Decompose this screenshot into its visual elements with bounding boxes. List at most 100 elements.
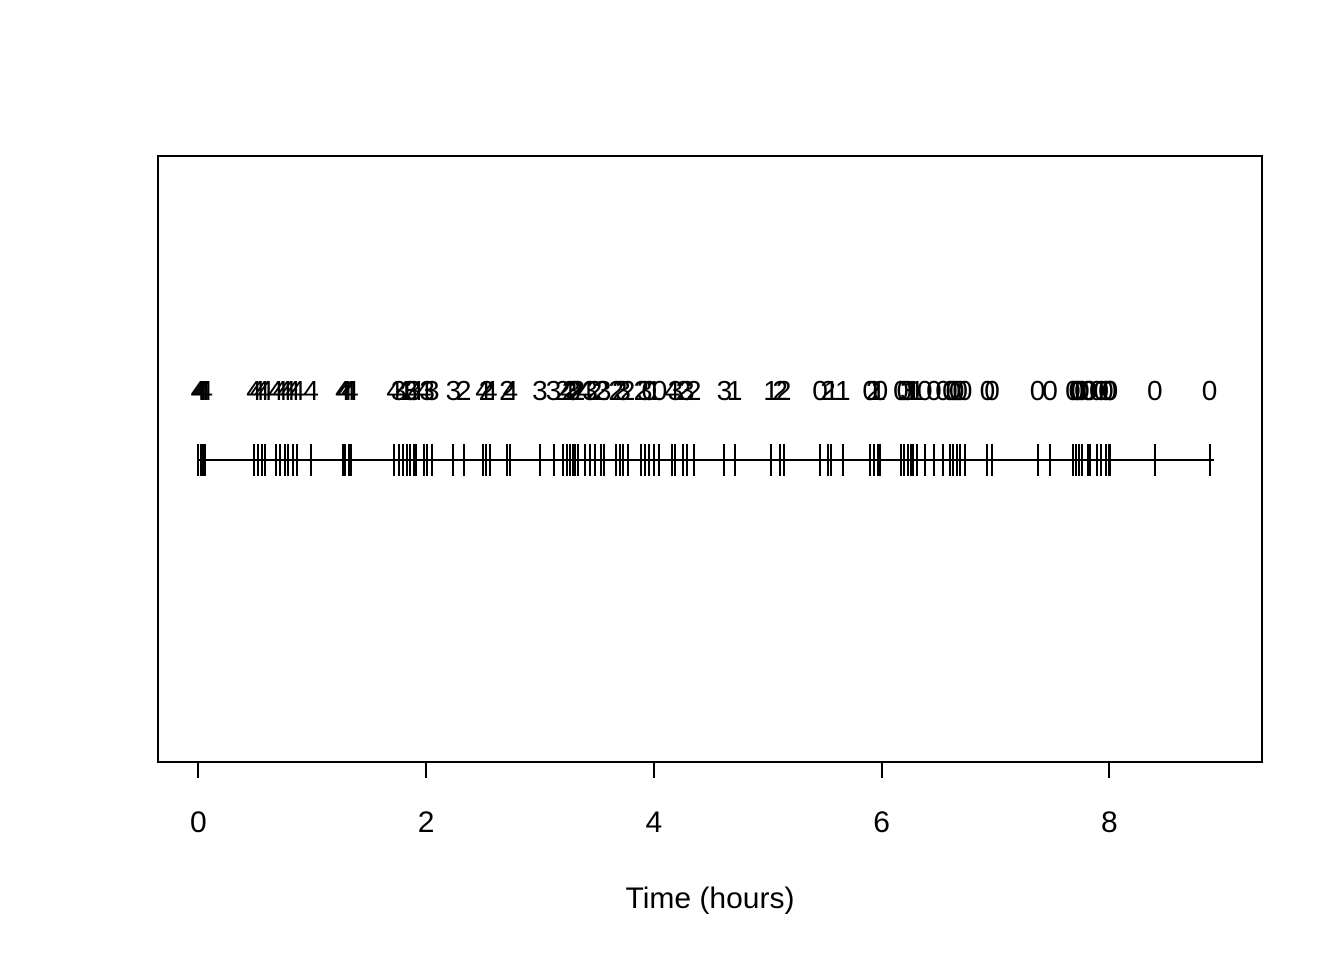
event-label: 4 [559,375,576,406]
event-label: 2 [586,375,603,406]
event-label: 4 [254,375,270,406]
event-label: 3 [679,375,695,406]
x-axis-tick [197,763,200,778]
event-label: 3 [532,375,548,406]
event-label: 0 [1068,375,1085,406]
x-axis-title: Time (hours) [625,882,795,915]
event-label: 4 [408,375,424,406]
event-label: 4 [343,375,359,406]
event-label: 3 [582,375,598,406]
event-label: 4 [197,375,213,406]
event-label: 1 [870,375,886,406]
event-label: 2 [593,375,610,406]
event-label: 3 [545,375,562,406]
event-label: 2 [478,375,495,406]
event-label: 4 [267,375,284,406]
event-label: 0 [926,375,942,406]
event-label: 0 [872,375,889,406]
event-label: 4 [577,375,594,406]
event-label: 2 [865,375,882,406]
event-label: 4 [272,375,289,406]
event-label: 0 [651,375,668,406]
event-label: 4 [395,375,412,406]
event-label: 3 [390,375,407,406]
event-label: 3 [716,375,733,406]
event-label: 4 [277,375,293,406]
event-label: 2 [619,375,636,406]
event-label: 0 [1070,375,1087,406]
event-label: 2 [561,375,578,406]
event-label: 1 [398,375,415,406]
event-label: 4 [249,375,266,406]
event-label: 1 [835,375,851,406]
event-label: 1 [763,375,779,406]
event-label: 0 [1065,375,1081,406]
event-label: 4 [340,375,357,406]
x-axis-tick-label: 2 [417,806,435,839]
event-label: 4 [664,375,680,406]
event-label: 0 [862,375,878,406]
event-label: 1 [909,375,925,406]
event-label: 3 [423,375,440,406]
event-label: 2 [567,375,584,406]
plot-area [157,155,1263,763]
event-label: 0 [812,375,828,406]
event-label: 0 [1098,375,1114,406]
event-label: 0 [984,375,1000,406]
event-label: 2 [554,375,571,406]
event-label: 2 [569,375,586,406]
event-label: 2 [772,375,788,406]
event-label: 2 [608,375,625,406]
event-label: 2 [685,375,702,406]
event-label: 2 [820,375,836,406]
event-label: 4 [192,375,209,406]
event-label: 0 [1147,375,1163,406]
event-label: 4 [257,375,274,406]
x-axis-tick [1108,763,1111,778]
event-label: 0 [942,375,958,406]
event-label: 0 [1074,375,1090,406]
event-label: 4 [415,375,432,406]
event-label: 3 [565,375,581,406]
x-axis-tick-label: 0 [189,806,207,839]
x-axis-tick-label: 8 [1100,806,1118,839]
event-label: 4 [335,375,351,406]
event-label: 0 [893,375,909,406]
event-label: 0 [917,375,933,406]
event-label: 3 [402,375,418,406]
event-label: 0 [948,375,965,406]
event-label: 0 [1101,375,1118,406]
timeline-baseline [198,459,1214,461]
event-label: 0 [956,375,973,406]
event-label: 0 [1029,375,1046,406]
x-axis-tick [425,763,428,778]
x-axis-tick [880,763,883,778]
event-label: 2 [775,375,792,406]
event-label: 4 [289,375,306,406]
event-label: 0 [896,375,913,406]
event-label: 3 [419,375,435,406]
x-axis-tick-label: 6 [873,806,890,839]
event-label: 1 [726,375,743,406]
event-label: 4 [386,375,402,406]
event-label: 1 [823,375,840,406]
event-label: 4 [502,375,519,406]
event-label: 4 [482,375,498,406]
event-label: 2 [633,375,650,406]
event-label: 2 [455,375,472,406]
event-label: 0 [979,375,996,406]
event-label: 3 [595,375,612,406]
event-label: 1 [905,375,922,406]
event-label: 2 [499,375,515,406]
event-label: 0 [952,375,968,406]
event-label: 1 [646,375,662,406]
event-label: 0 [1082,375,1098,406]
event-label: 3 [445,375,462,406]
event-label: 4 [280,375,297,406]
event-label: 4 [246,375,262,406]
x-axis-tick-label: 4 [645,806,663,839]
x-axis-tick [652,763,655,778]
event-label: 0 [1102,375,1119,406]
event-label: 3 [615,375,631,406]
event-label: 4 [285,375,301,406]
